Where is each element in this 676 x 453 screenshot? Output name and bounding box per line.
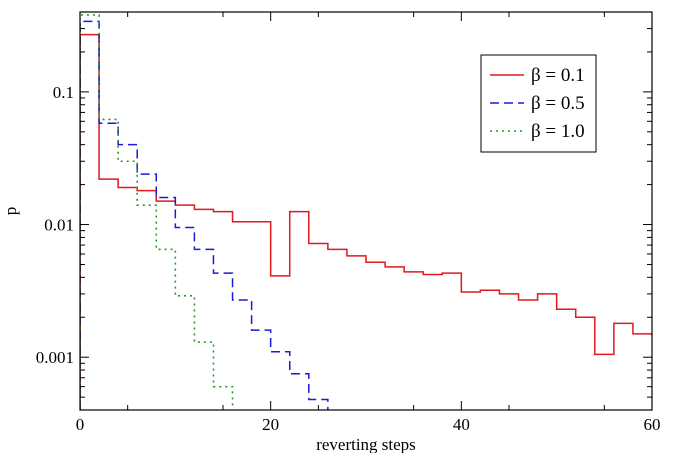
series-layer [80,14,652,410]
x-tick-label: 0 [76,415,85,434]
x-axis-label: reverting steps [316,435,416,453]
y-tick-label: 0.1 [53,83,74,102]
legend-label-1: β = 0.1 [531,65,585,86]
x-tick-label: 60 [644,415,661,434]
legend-label-3: β = 1.0 [531,121,585,142]
legend-label-2: β = 0.5 [531,93,585,114]
x-tick-label: 40 [453,415,470,434]
legend: β = 0.1 β = 0.5 β = 1.0 [480,54,597,153]
legend-box [480,54,597,153]
series-line-3 [80,14,234,410]
series-line-2 [80,20,329,410]
x-tick-label: 20 [262,415,279,434]
y-axis-label: p [1,207,20,216]
plot-frame [79,11,653,411]
y-tick-label: 0.01 [44,216,74,235]
y-tick-label: 0.001 [36,348,74,367]
ticks-layer: 0 20 40 60 0.001 0.01 0.1 [36,12,661,434]
